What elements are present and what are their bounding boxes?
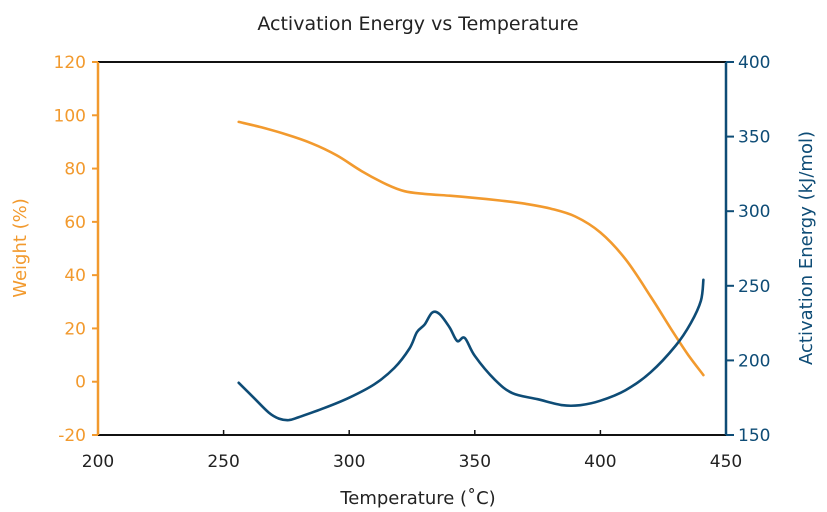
y-axis-left-label: Weight (%) bbox=[10, 198, 31, 298]
y-left-tick-label: 120 bbox=[54, 53, 86, 73]
x-tick-label: 350 bbox=[459, 452, 491, 472]
x-tick-label: 400 bbox=[584, 452, 616, 472]
chart-title: Activation Energy vs Temperature bbox=[257, 13, 578, 35]
y-left-tick-label: 100 bbox=[54, 106, 86, 126]
plot-frame bbox=[97, 61, 727, 436]
y-right-tick-label: 250 bbox=[738, 277, 770, 297]
series-line-activation-energy bbox=[237, 278, 705, 422]
y-right-tick-label: 350 bbox=[738, 128, 770, 148]
y-right-tick-label: 300 bbox=[738, 202, 770, 222]
x-tick-label: 250 bbox=[207, 452, 239, 472]
x-axis-label: Temperature (˚C) bbox=[339, 488, 495, 509]
y-left-tick-label: 0 bbox=[75, 373, 86, 393]
y-left-tick-label: 40 bbox=[64, 266, 86, 286]
x-tick-label: 450 bbox=[710, 452, 742, 472]
y-axis-right-label: Activation Energy (kJ/mol) bbox=[796, 131, 817, 365]
y-left-tick-label: -20 bbox=[58, 426, 86, 446]
x-tick-label: 300 bbox=[333, 452, 365, 472]
y-right-tick-label: 150 bbox=[738, 426, 770, 446]
series-line-weight bbox=[237, 120, 705, 377]
y-left-tick-label: 80 bbox=[64, 160, 86, 180]
y-left-tick-label: 60 bbox=[64, 213, 86, 233]
y-right-tick-label: 200 bbox=[738, 351, 770, 371]
y-right-tick-label: 400 bbox=[738, 53, 770, 73]
y-left-tick-label: 20 bbox=[64, 319, 86, 339]
x-tick-label: 200 bbox=[82, 452, 114, 472]
